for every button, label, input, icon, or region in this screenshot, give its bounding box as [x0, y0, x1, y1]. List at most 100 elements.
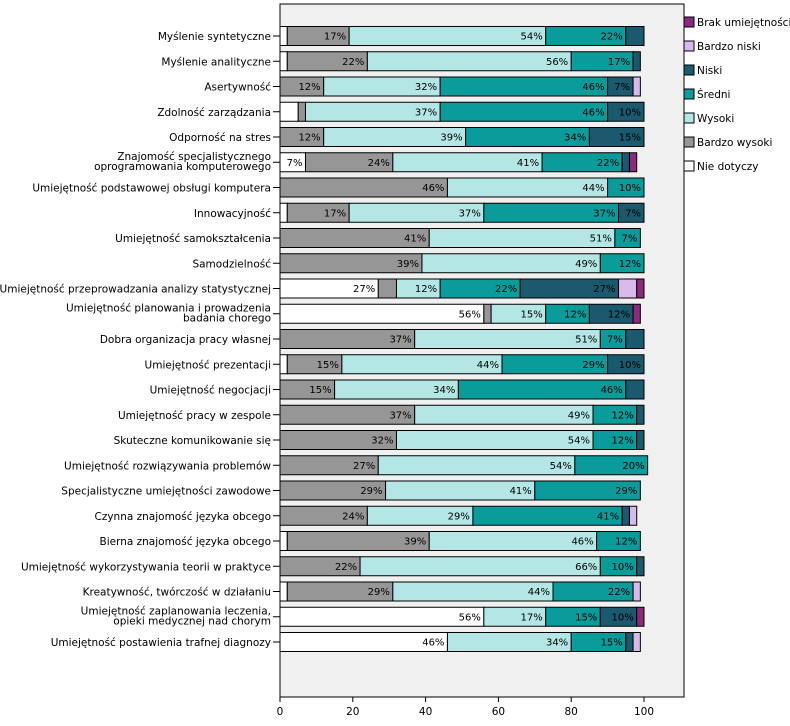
category-label: Innowacyjność — [194, 208, 271, 220]
data-label: 32% — [371, 436, 393, 447]
bar-segment — [279, 26, 288, 46]
data-label: 66% — [575, 562, 597, 573]
data-label: 37% — [459, 208, 481, 219]
category-label: Umiejętność planowania i prowadzenia bada… — [66, 302, 271, 324]
category-label: Asertywność — [204, 82, 271, 94]
data-label: 15% — [309, 385, 331, 396]
data-label: 24% — [368, 158, 390, 169]
data-label: 51% — [590, 234, 612, 245]
bar-segment — [636, 278, 645, 299]
category-label: Umiejętność samokształcenia — [115, 233, 271, 245]
data-label: 41% — [510, 486, 532, 497]
data-label: 27% — [353, 461, 375, 472]
bar-segment — [279, 531, 288, 551]
legend-label: Brak umiejętności — [697, 17, 790, 29]
bar-segment — [636, 404, 645, 425]
category-label: Dobra organizacja pracy własnej — [100, 334, 271, 346]
data-label: 46% — [571, 537, 593, 548]
data-label: 22% — [597, 158, 619, 169]
legend-label: Bardzo wysoki — [697, 137, 772, 149]
data-label: 7% — [607, 335, 623, 346]
data-label: 32% — [415, 82, 437, 93]
bar-segment — [607, 354, 645, 375]
data-label: 12% — [608, 309, 630, 320]
data-label: 49% — [568, 410, 590, 421]
x-axis-tick-label: 20 — [346, 706, 359, 718]
data-label: 20% — [622, 461, 644, 472]
data-label: 29% — [615, 486, 637, 497]
legend-swatch — [683, 160, 695, 172]
data-label: 56% — [459, 612, 481, 623]
data-label: 39% — [440, 133, 462, 144]
bar-segment — [279, 303, 485, 324]
data-label: 44% — [477, 360, 499, 371]
bar-segment — [599, 253, 645, 274]
category-label: Zdolność zarządzania — [157, 107, 271, 119]
data-label: 12% — [564, 309, 586, 320]
bar-segment — [395, 430, 594, 450]
bar-segment — [483, 303, 492, 324]
bar-segment — [636, 430, 645, 450]
legend-label: Niski — [697, 65, 722, 77]
legend-label: Nie dotyczy — [697, 161, 759, 173]
bar-segment — [414, 329, 601, 349]
x-axis-tick-label: 100 — [634, 706, 654, 718]
bar-segment — [297, 101, 306, 122]
legend-swatch — [683, 64, 695, 76]
bar-segment — [348, 26, 547, 46]
x-axis-tick-label: 40 — [419, 706, 432, 718]
category-label: Znajomość specjalistycznego oprogramowani… — [94, 151, 271, 173]
bar-segment — [366, 51, 572, 72]
data-label: 37% — [593, 208, 615, 219]
data-label: 10% — [619, 107, 641, 118]
bar-segment — [621, 152, 630, 173]
data-label: 27% — [593, 284, 615, 295]
bar-segment — [632, 76, 641, 97]
bar-segment — [625, 329, 645, 349]
bar-segment — [588, 127, 645, 147]
data-label: 29% — [582, 360, 604, 371]
bar-segment — [596, 531, 641, 551]
data-label: 22% — [601, 32, 623, 43]
data-label: 29% — [360, 486, 382, 497]
data-label: 10% — [619, 183, 641, 194]
bar-segment — [628, 505, 638, 526]
data-label: 46% — [422, 638, 444, 649]
category-label: Bierna znajomość języka obcego — [100, 536, 272, 548]
data-label: 17% — [324, 32, 346, 43]
category-label: Myślenie syntetyczne — [158, 31, 271, 43]
data-label: 12% — [415, 284, 437, 295]
data-label: 22% — [335, 562, 357, 573]
data-label: 12% — [298, 133, 320, 144]
bar-segment — [618, 202, 645, 223]
bar-segment — [421, 253, 601, 274]
data-label: 10% — [611, 562, 633, 573]
bar-segment — [636, 556, 645, 577]
data-label: 12% — [619, 259, 641, 270]
data-label: 29% — [448, 511, 470, 522]
data-label: 22% — [495, 284, 517, 295]
bar-segment — [428, 228, 616, 248]
bar-segment — [607, 101, 645, 122]
data-label: 22% — [608, 587, 630, 598]
category-label: Umiejętność przeprowadzania analizy stat… — [0, 284, 271, 296]
data-label: 37% — [389, 410, 411, 421]
category-label: Umiejętność postawienia trafnej diagnozy — [51, 637, 271, 649]
bar-segment — [632, 51, 641, 72]
category-label: Myślenie analityczne — [161, 56, 271, 68]
data-label: 41% — [517, 158, 539, 169]
bar-segment — [359, 556, 601, 577]
data-label: 56% — [546, 57, 568, 68]
legend-label: Bardzo niski — [697, 41, 761, 53]
data-label: 17% — [324, 208, 346, 219]
category-label: Umiejętność prezentacji — [145, 359, 271, 371]
category-label: Specjalistyczne umiejętności zawodowe — [61, 486, 271, 498]
data-label: 44% — [582, 183, 604, 194]
data-label: 7% — [614, 82, 630, 93]
data-label: 12% — [611, 410, 633, 421]
data-label: 29% — [368, 587, 390, 598]
bar-segment — [628, 152, 638, 173]
bar-segment — [632, 632, 641, 652]
data-label: 49% — [575, 259, 597, 270]
